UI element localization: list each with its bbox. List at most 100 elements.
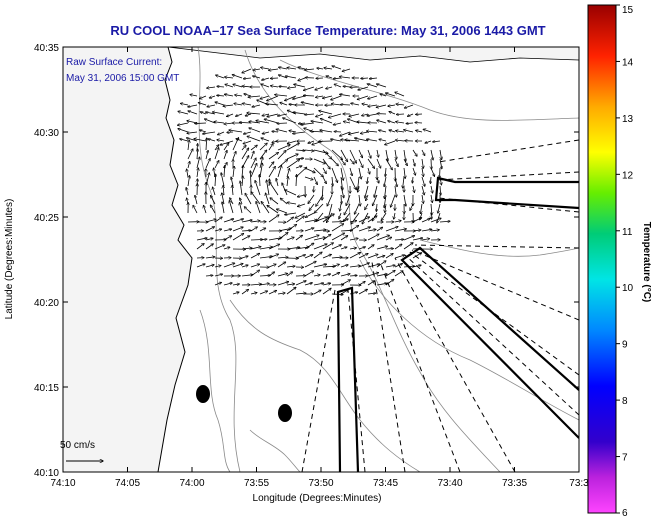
current-vector bbox=[206, 138, 207, 151]
current-vector bbox=[385, 140, 396, 145]
current-vector bbox=[286, 169, 289, 178]
x-tick-label: 74:05 bbox=[115, 478, 140, 489]
current-vector bbox=[332, 176, 333, 186]
current-vector bbox=[250, 171, 251, 187]
current-vector bbox=[421, 176, 425, 186]
current-vector bbox=[187, 132, 198, 133]
current-vector bbox=[391, 194, 396, 207]
current-vector bbox=[286, 272, 293, 277]
current-vector bbox=[431, 203, 432, 215]
current-vector bbox=[403, 252, 413, 259]
current-vector bbox=[295, 247, 309, 250]
x-axis-label: Longitude (Degrees:Minutes) bbox=[253, 493, 382, 504]
current-vector bbox=[313, 290, 321, 295]
current-vector bbox=[271, 86, 279, 87]
current-vector bbox=[385, 149, 388, 161]
current-vector bbox=[249, 122, 261, 123]
x-tick-label: 73:35 bbox=[502, 478, 527, 489]
current-vector bbox=[367, 149, 371, 158]
current-vector bbox=[223, 143, 229, 151]
map-panel bbox=[62, 46, 580, 473]
current-vector bbox=[241, 145, 246, 151]
current-vector bbox=[195, 123, 207, 124]
current-vector bbox=[250, 247, 261, 250]
current-vector bbox=[214, 122, 225, 123]
current-vector bbox=[403, 158, 407, 166]
current-vector bbox=[180, 103, 189, 105]
current-vector bbox=[394, 264, 402, 268]
current-vector bbox=[253, 76, 261, 79]
current-vector bbox=[396, 114, 405, 115]
current-vector bbox=[313, 275, 320, 276]
current-vector bbox=[322, 95, 333, 98]
current-vector bbox=[439, 158, 442, 169]
current-vector bbox=[331, 233, 344, 241]
current-vector bbox=[276, 178, 279, 187]
current-vector bbox=[251, 192, 261, 205]
current-vector bbox=[366, 131, 378, 132]
current-vector bbox=[229, 201, 234, 214]
current-vector bbox=[315, 86, 324, 90]
current-vector bbox=[367, 281, 375, 286]
current-vector bbox=[367, 245, 374, 250]
current-vector bbox=[379, 130, 387, 133]
current-vector bbox=[205, 238, 213, 240]
current-vector bbox=[343, 86, 351, 87]
current-vector bbox=[340, 185, 344, 198]
current-vector bbox=[403, 243, 413, 250]
current-vector bbox=[351, 103, 360, 105]
current-vector bbox=[385, 158, 392, 170]
current-vector bbox=[303, 95, 315, 96]
current-vector bbox=[367, 113, 378, 116]
y-tick-label: 40:35 bbox=[34, 43, 59, 54]
current-vector bbox=[362, 104, 369, 105]
current-vector bbox=[259, 228, 266, 232]
current-vector bbox=[421, 149, 425, 155]
current-vector bbox=[309, 203, 315, 211]
current-vector bbox=[331, 95, 342, 100]
current-vector bbox=[410, 203, 414, 210]
colorbar-ticks: 15 14 13 12 11 10 9 8 7 6 bbox=[616, 4, 634, 519]
current-vector bbox=[275, 95, 288, 96]
current-vector bbox=[261, 67, 270, 69]
current-vector bbox=[270, 198, 279, 205]
current-vector bbox=[232, 75, 243, 79]
current-vector bbox=[249, 128, 261, 133]
current-vector bbox=[340, 94, 351, 97]
current-vector bbox=[404, 130, 414, 133]
current-vector bbox=[396, 104, 405, 105]
colorbar-tick-label: 11 bbox=[622, 227, 633, 238]
current-vector bbox=[340, 203, 341, 211]
colorbar-tick-label: 10 bbox=[622, 283, 634, 294]
current-vector bbox=[430, 149, 433, 160]
current-vector bbox=[264, 119, 279, 124]
current-vector bbox=[295, 216, 304, 223]
current-vector bbox=[367, 254, 378, 259]
current-vector bbox=[286, 237, 294, 241]
current-vector bbox=[358, 158, 363, 167]
current-vector bbox=[268, 290, 277, 295]
current-vector bbox=[232, 151, 236, 160]
current-vector bbox=[229, 130, 243, 133]
current-vector bbox=[286, 224, 297, 232]
colorbar-tick-label: 15 bbox=[622, 5, 634, 16]
current-vector bbox=[225, 84, 234, 88]
annotation-current-label: Raw Surface Current: bbox=[66, 57, 162, 68]
current-vector bbox=[244, 207, 252, 214]
current-vector bbox=[232, 219, 243, 223]
current-vector bbox=[277, 209, 288, 214]
current-vector bbox=[205, 275, 213, 276]
current-vector bbox=[385, 254, 393, 259]
current-vector bbox=[394, 239, 404, 240]
current-vector bbox=[403, 236, 415, 241]
current-vector bbox=[241, 220, 252, 223]
current-vector bbox=[340, 247, 347, 250]
current-vector bbox=[232, 227, 243, 232]
current-vector bbox=[412, 149, 417, 156]
current-vector bbox=[233, 84, 243, 88]
current-vector bbox=[188, 104, 198, 107]
current-vector bbox=[193, 205, 198, 214]
current-vector bbox=[241, 256, 248, 258]
current-vector bbox=[385, 237, 392, 241]
current-vector bbox=[204, 119, 216, 124]
